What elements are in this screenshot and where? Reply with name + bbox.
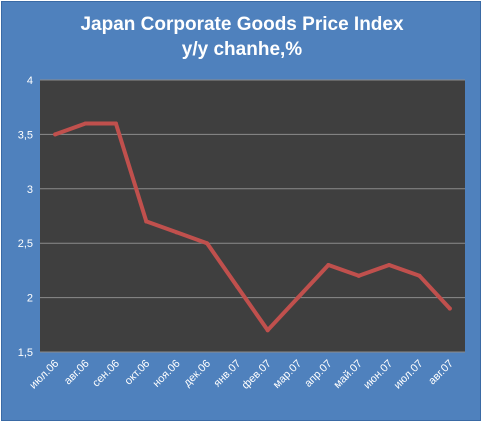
data-point	[326, 262, 331, 267]
x-tick-label: авг.07	[426, 358, 456, 388]
x-tick-label: янв.07	[212, 358, 244, 390]
x-tick-label: ноя.06	[151, 358, 183, 390]
series-line	[53, 121, 452, 333]
x-tick-label: дек.06	[182, 358, 214, 390]
y-tick-label: 3,5	[18, 129, 33, 141]
data-point	[144, 219, 149, 224]
data-point	[83, 121, 88, 126]
x-tick-label: апр.07	[302, 358, 334, 390]
chart-subtitle: y/y chanhe,%	[181, 39, 303, 60]
y-tick-label: 3	[27, 184, 33, 196]
y-tick-label: 1,5	[18, 347, 33, 359]
data-point	[356, 273, 361, 278]
x-tick-label: июл.06	[27, 358, 61, 392]
y-tick-label: 2	[27, 293, 33, 305]
data-point	[174, 230, 179, 235]
data-point	[265, 328, 270, 333]
x-tick-label: сен.06	[90, 358, 122, 390]
data-point	[113, 121, 118, 126]
y-axis-tick-labels: 1,5 2 2,5 3 3,5 4	[18, 75, 33, 359]
gridlines	[40, 79, 465, 353]
x-tick-label: июл.07	[392, 358, 426, 392]
data-point	[204, 241, 209, 246]
chart-title-block: Japan Corporate Goods Price Index y/y ch…	[0, 12, 484, 62]
data-point	[235, 284, 240, 289]
x-tick-label: фев.07	[240, 358, 274, 392]
x-tick-label: мар.07	[271, 358, 304, 391]
chart-title: Japan Corporate Goods Price Index	[80, 14, 404, 35]
series-layer	[53, 121, 452, 333]
data-point	[387, 262, 392, 267]
x-tick-label: авг.06	[62, 358, 92, 388]
data-point	[53, 132, 58, 137]
x-tick-label: июн.07	[361, 358, 395, 392]
y-tick-label: 4	[27, 75, 33, 87]
x-tick-label: май.07	[332, 358, 365, 391]
x-tick-label: окт.06	[123, 358, 153, 388]
data-point	[417, 273, 422, 278]
data-point	[447, 306, 452, 311]
y-tick-label: 2,5	[18, 238, 33, 250]
data-point	[296, 295, 301, 300]
